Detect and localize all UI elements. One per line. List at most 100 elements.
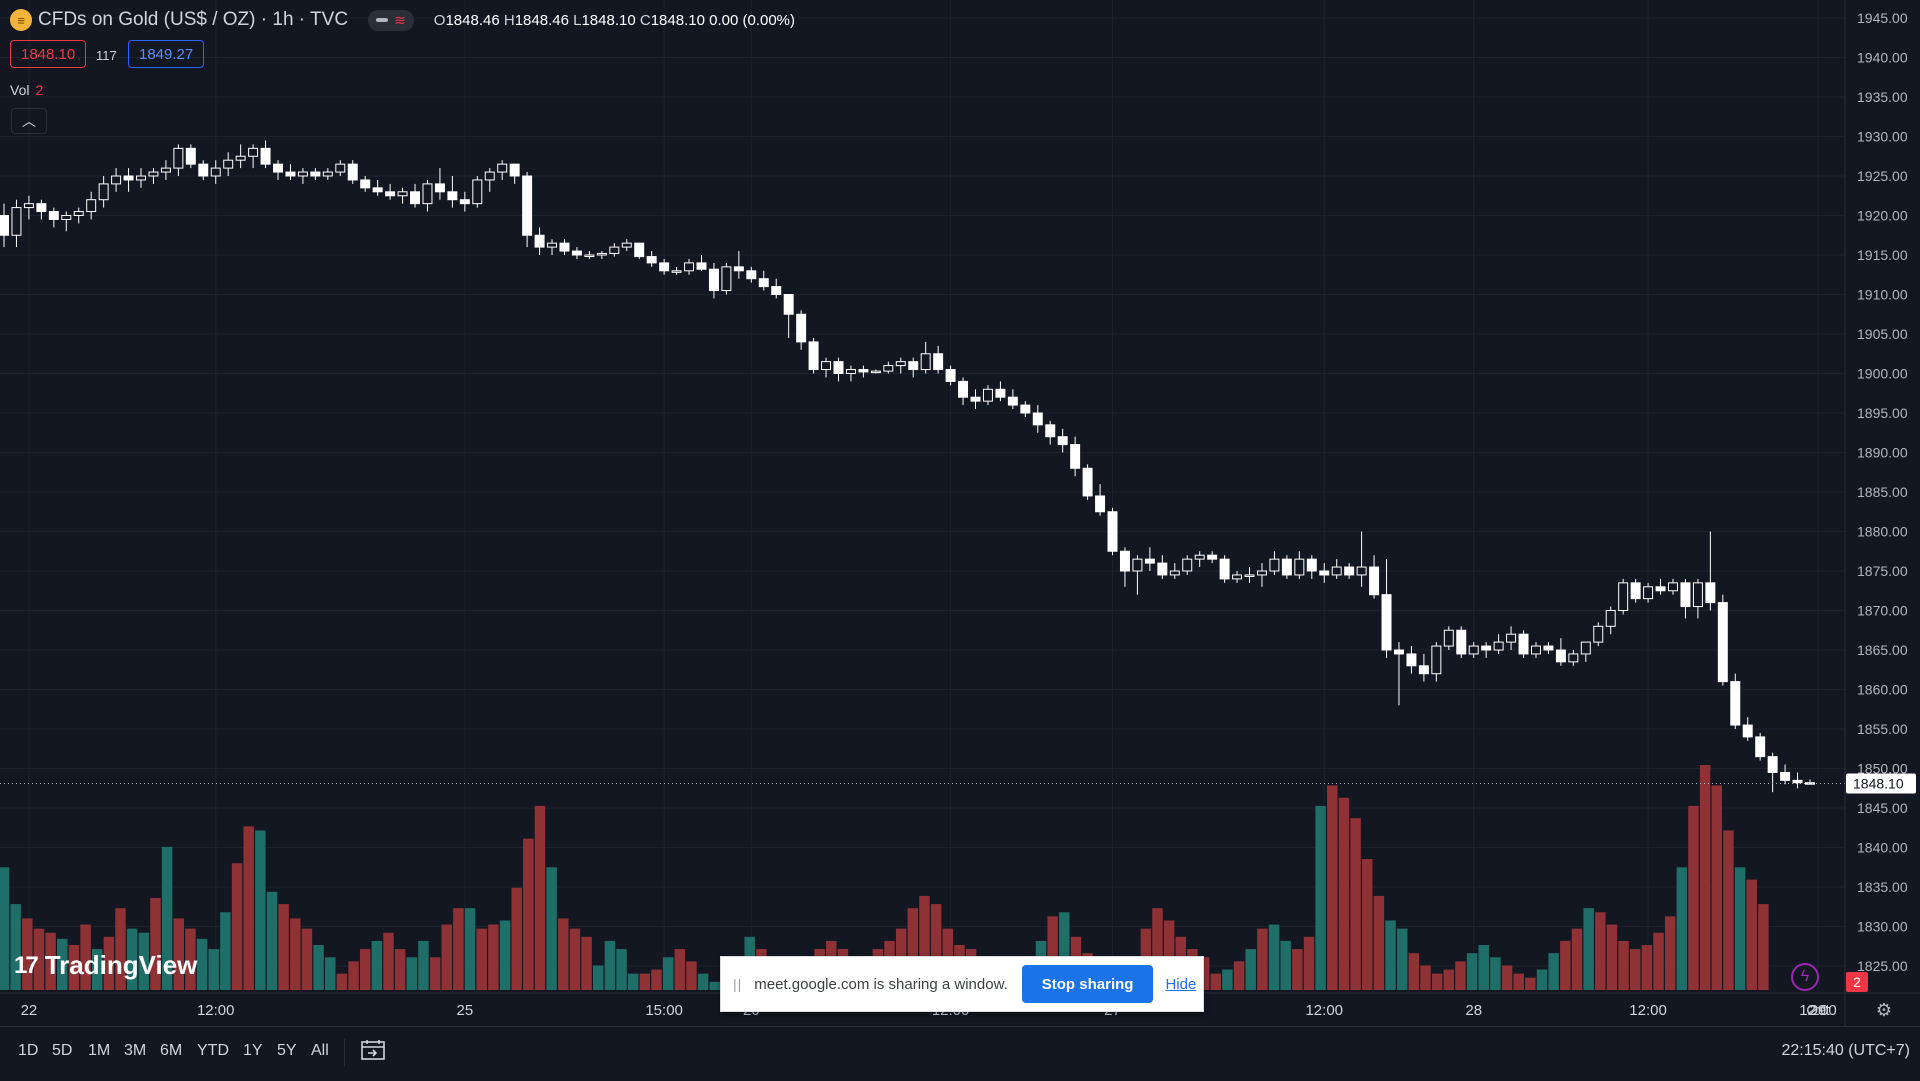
- symbol-title[interactable]: CFDs on Gold (US$ / OZ) · 1h · TVC: [38, 9, 349, 30]
- volume-bar: [1292, 949, 1303, 990]
- volume-bar: [1408, 953, 1420, 990]
- candle-body: [434, 183, 445, 193]
- price-tick-label: 1935.00: [1857, 89, 1908, 105]
- candle-body: [684, 262, 695, 272]
- volume-legend[interactable]: Vol 2: [10, 82, 43, 98]
- candle-body: [98, 183, 109, 201]
- range-1d-button[interactable]: 1D: [18, 1042, 39, 1059]
- volume-label: Vol: [10, 82, 30, 98]
- volume-bar: [68, 945, 80, 990]
- range-6m-button[interactable]: 6M: [160, 1042, 183, 1059]
- volume-bar: [418, 940, 429, 990]
- range-ytd-button[interactable]: YTD: [197, 1042, 229, 1059]
- candle-body: [1431, 645, 1442, 675]
- volume-bar: [651, 969, 662, 990]
- candle-body: [1481, 645, 1492, 651]
- volume-bar: [1478, 945, 1489, 990]
- candle-body: [410, 191, 421, 205]
- candle-body: [273, 163, 283, 173]
- candle-body: [746, 270, 757, 280]
- time-axis[interactable]: 2212:002515:002612:002712:002812:002912:…: [0, 992, 1920, 1019]
- volume-bar: [1362, 859, 1373, 990]
- candle-body: [0, 215, 9, 236]
- volume-bar: [558, 918, 569, 990]
- current-price-label: 1848.10: [1853, 776, 1904, 792]
- calendar-goto-icon[interactable]: [360, 1039, 386, 1061]
- candle-body: [322, 171, 333, 177]
- change-value: 0.00 (0.00%): [709, 11, 796, 29]
- price-tick-label: 1940.00: [1857, 50, 1908, 66]
- candle-body: [821, 361, 832, 371]
- volume-bar: [1734, 867, 1746, 990]
- candle-body: [783, 294, 794, 315]
- volume-bar: [1222, 969, 1233, 990]
- volume-bar: [161, 846, 173, 990]
- volume-bar: [627, 973, 639, 990]
- sell-price-button[interactable]: 1848.10: [10, 40, 87, 68]
- range-1y-button[interactable]: 1Y: [243, 1042, 263, 1059]
- volume-bar: [80, 924, 91, 990]
- range-3m-button[interactable]: 3M: [124, 1042, 147, 1059]
- candle-body: [1730, 681, 1741, 726]
- candle-body: [160, 167, 171, 173]
- stop-sharing-button[interactable]: Stop sharing: [1021, 965, 1154, 1003]
- volume-bar: [1268, 924, 1280, 990]
- candle-body: [1705, 582, 1716, 604]
- volume-bar: [686, 961, 697, 990]
- share-message: meet.google.com is sharing a window.: [754, 975, 1008, 993]
- volume-bar: [196, 938, 208, 990]
- chart-settings-gear-icon[interactable]: ⚙: [1875, 999, 1893, 1020]
- price-tick-label: 1930.00: [1857, 129, 1908, 145]
- tradingview-logo[interactable]: 17 TradingView: [14, 950, 197, 981]
- price-tick-label: 1835.00: [1857, 879, 1908, 895]
- candle-body: [958, 380, 969, 398]
- range-1m-button[interactable]: 1M: [88, 1042, 111, 1059]
- candle-body: [335, 163, 346, 173]
- candle-body: [1717, 602, 1728, 683]
- price-tick-label: 1845.00: [1857, 800, 1908, 816]
- minus-icon: [376, 18, 389, 22]
- candle-body: [48, 211, 59, 220]
- volume-bar: [1525, 977, 1536, 990]
- candle-body: [1655, 586, 1666, 592]
- volume-bar: [1233, 961, 1245, 990]
- range-5d-button[interactable]: 5D: [52, 1042, 73, 1059]
- price-tick-label: 1895.00: [1857, 405, 1908, 421]
- volume-bar: [476, 928, 487, 990]
- price-tick-label: 1905.00: [1857, 326, 1908, 342]
- candle-body: [185, 147, 196, 165]
- candle-body: [1244, 574, 1255, 577]
- collapse-legend-button[interactable]: ︿: [11, 108, 47, 134]
- clock-timezone[interactable]: 22:15:40 (UTC+7): [1781, 1042, 1910, 1059]
- candle-body: [559, 242, 570, 252]
- price-axis[interactable]: 1945.00 1940.00 1935.00 1930.00 1925.00 1920.…: [1844, 0, 1908, 1026]
- candle-body: [796, 313, 807, 343]
- lightning-icon[interactable]: ϟ: [1791, 963, 1819, 991]
- notification-badge[interactable]: 2: [1846, 972, 1868, 992]
- volume-bar: [243, 826, 254, 990]
- volume-bar: [523, 838, 534, 990]
- market-status-pill[interactable]: ≋: [368, 9, 414, 31]
- volume-bar: [488, 924, 499, 990]
- volume-bar: [709, 981, 720, 990]
- volume-bar: [266, 891, 278, 990]
- range-5y-button[interactable]: 5Y: [277, 1042, 297, 1059]
- volume-bar: [1723, 830, 1734, 990]
- screen-share-banner: || meet.google.com is sharing a window. …: [720, 956, 1204, 1012]
- candle-body: [148, 171, 159, 177]
- volume-bar: [1385, 920, 1396, 990]
- candle-body: [1232, 574, 1243, 580]
- range-all-button[interactable]: All: [311, 1042, 329, 1059]
- candle-body: [1468, 645, 1479, 655]
- candle-body: [1580, 641, 1591, 655]
- drag-handle-icon[interactable]: ||: [733, 976, 743, 992]
- candle-body: [945, 369, 956, 382]
- candle-body: [733, 266, 744, 272]
- buy-price-button[interactable]: 1849.27: [128, 40, 205, 68]
- hide-banner-link[interactable]: Hide: [1165, 975, 1197, 993]
- candle-body: [883, 365, 894, 372]
- chevron-up-icon: ︿: [22, 113, 36, 129]
- volume-bar: [1513, 973, 1524, 990]
- candle-body: [509, 163, 520, 177]
